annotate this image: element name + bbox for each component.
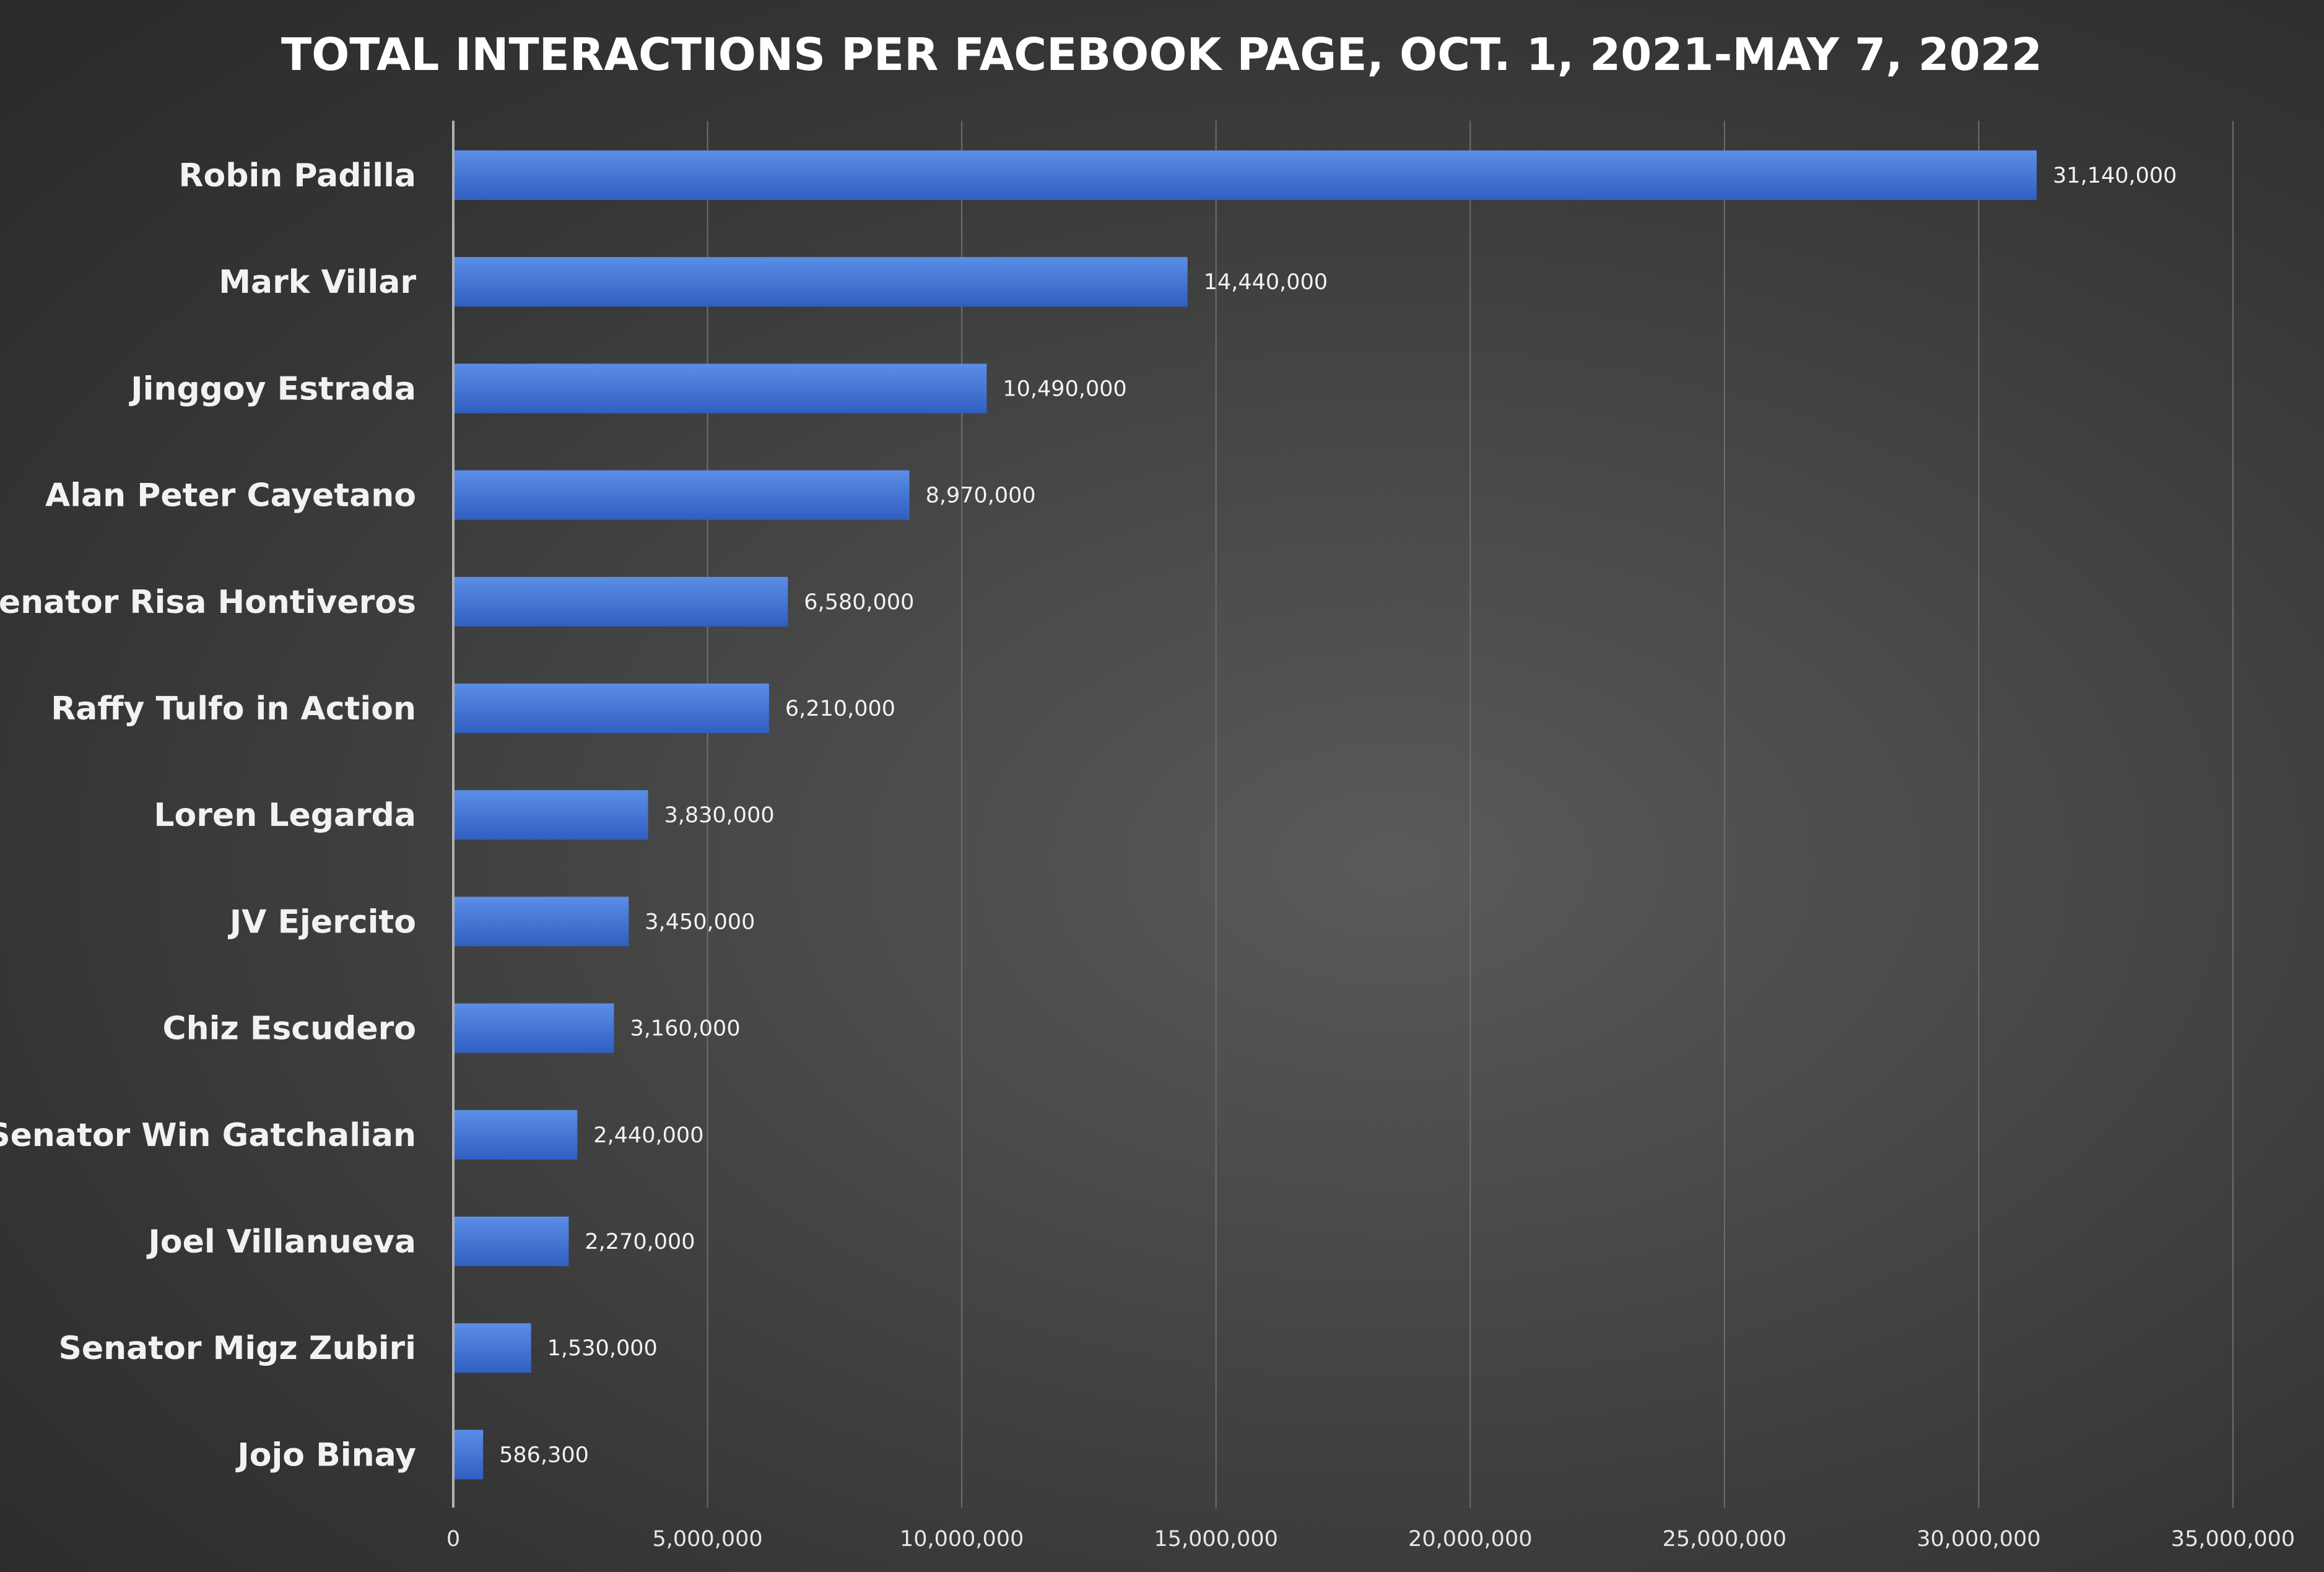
data-label-mark-villar: 14,440,000 [1204, 270, 1328, 295]
data-label-jv-ejercito: 3,450,000 [645, 910, 755, 934]
bar-robin-padilla [455, 150, 2037, 200]
bar-raffy-tulfo-in-action [455, 684, 769, 733]
category-label-raffy-tulfo-in-action: Raffy Tulfo in Action [51, 690, 416, 727]
category-label-alan-peter-cayetano: Alan Peter Cayetano [45, 477, 416, 515]
data-label-loren-legarda: 3,830,000 [664, 803, 774, 828]
data-label-jojo-binay: 586,300 [499, 1443, 589, 1467]
x-tick-label: 30,000,000 [1917, 1527, 2040, 1552]
bar-jv-ejercito [455, 897, 629, 947]
data-label-senator-risa-hontiveros: 6,580,000 [804, 590, 914, 615]
category-labels: Robin Padilla Mark Villar Jinggoy Estrada A… [0, 157, 416, 1474]
category-label-jojo-binay: Jojo Binay [235, 1436, 416, 1474]
category-label-loren-legarda: Loren Legarda [154, 797, 416, 834]
category-label-chiz-escudero: Chiz Escudero [162, 1010, 416, 1048]
bar-senator-migz-zubiri [455, 1323, 531, 1373]
bar-chiz-escudero [455, 1003, 614, 1053]
x-tick-label: 25,000,000 [1663, 1527, 1787, 1552]
category-label-joel-villanueva: Joel Villanueva [147, 1223, 416, 1261]
data-label-senator-win-gatchalian: 2,440,000 [593, 1123, 703, 1148]
x-axis-ticks: 0 5,000,000 10,000,000 15,000,000 20,000,000… [446, 1527, 2295, 1552]
x-tick-label: 10,000,000 [900, 1527, 1024, 1552]
gridlines [707, 121, 2234, 1508]
category-label-senator-win-gatchalian: Senator Win Gatchalian [0, 1117, 416, 1154]
bar-jinggoy-estrada [455, 363, 987, 414]
data-labels: 31,140,000 14,440,000 10,490,000 8,970,000 6… [499, 163, 2177, 1467]
bar-loren-legarda [455, 790, 648, 840]
bar-mark-villar [455, 257, 1188, 307]
bars [455, 150, 2037, 1480]
data-label-joel-villanueva: 2,270,000 [585, 1230, 695, 1254]
bar-jojo-binay [455, 1430, 484, 1480]
x-tick-label: 15,000,000 [1154, 1527, 1278, 1552]
x-tick-label: 35,000,000 [2171, 1527, 2295, 1552]
category-label-senator-migz-zubiri: Senator Migz Zubiri [58, 1330, 416, 1367]
data-label-alan-peter-cayetano: 8,970,000 [926, 484, 1036, 508]
category-label-jinggoy-estrada: Jinggoy Estrada [129, 370, 416, 407]
data-label-jinggoy-estrada: 10,490,000 [1003, 376, 1126, 401]
bar-senator-win-gatchalian [455, 1110, 578, 1160]
data-label-chiz-escudero: 3,160,000 [630, 1017, 740, 1041]
chart-title: TOTAL INTERACTIONS PER FACEBOOK PAGE, OC… [281, 28, 2042, 80]
bar-alan-peter-cayetano [455, 470, 910, 520]
x-tick-label: 20,000,000 [1408, 1527, 1532, 1552]
x-tick-label: 0 [446, 1527, 460, 1552]
bar-senator-risa-hontiveros [455, 576, 788, 627]
data-label-senator-migz-zubiri: 1,530,000 [547, 1336, 658, 1361]
data-label-raffy-tulfo-in-action: 6,210,000 [785, 697, 895, 721]
category-label-robin-padilla: Robin Padilla [178, 157, 416, 194]
category-label-senator-risa-hontiveros: Senator Risa Hontiveros [0, 584, 416, 621]
category-label-jv-ejercito: JV Ejercito [228, 903, 416, 940]
category-label-mark-villar: Mark Villar [219, 264, 416, 301]
x-tick-label: 5,000,000 [653, 1527, 763, 1552]
bar-joel-villanueva [455, 1217, 569, 1266]
data-label-robin-padilla: 31,140,000 [2053, 163, 2177, 188]
